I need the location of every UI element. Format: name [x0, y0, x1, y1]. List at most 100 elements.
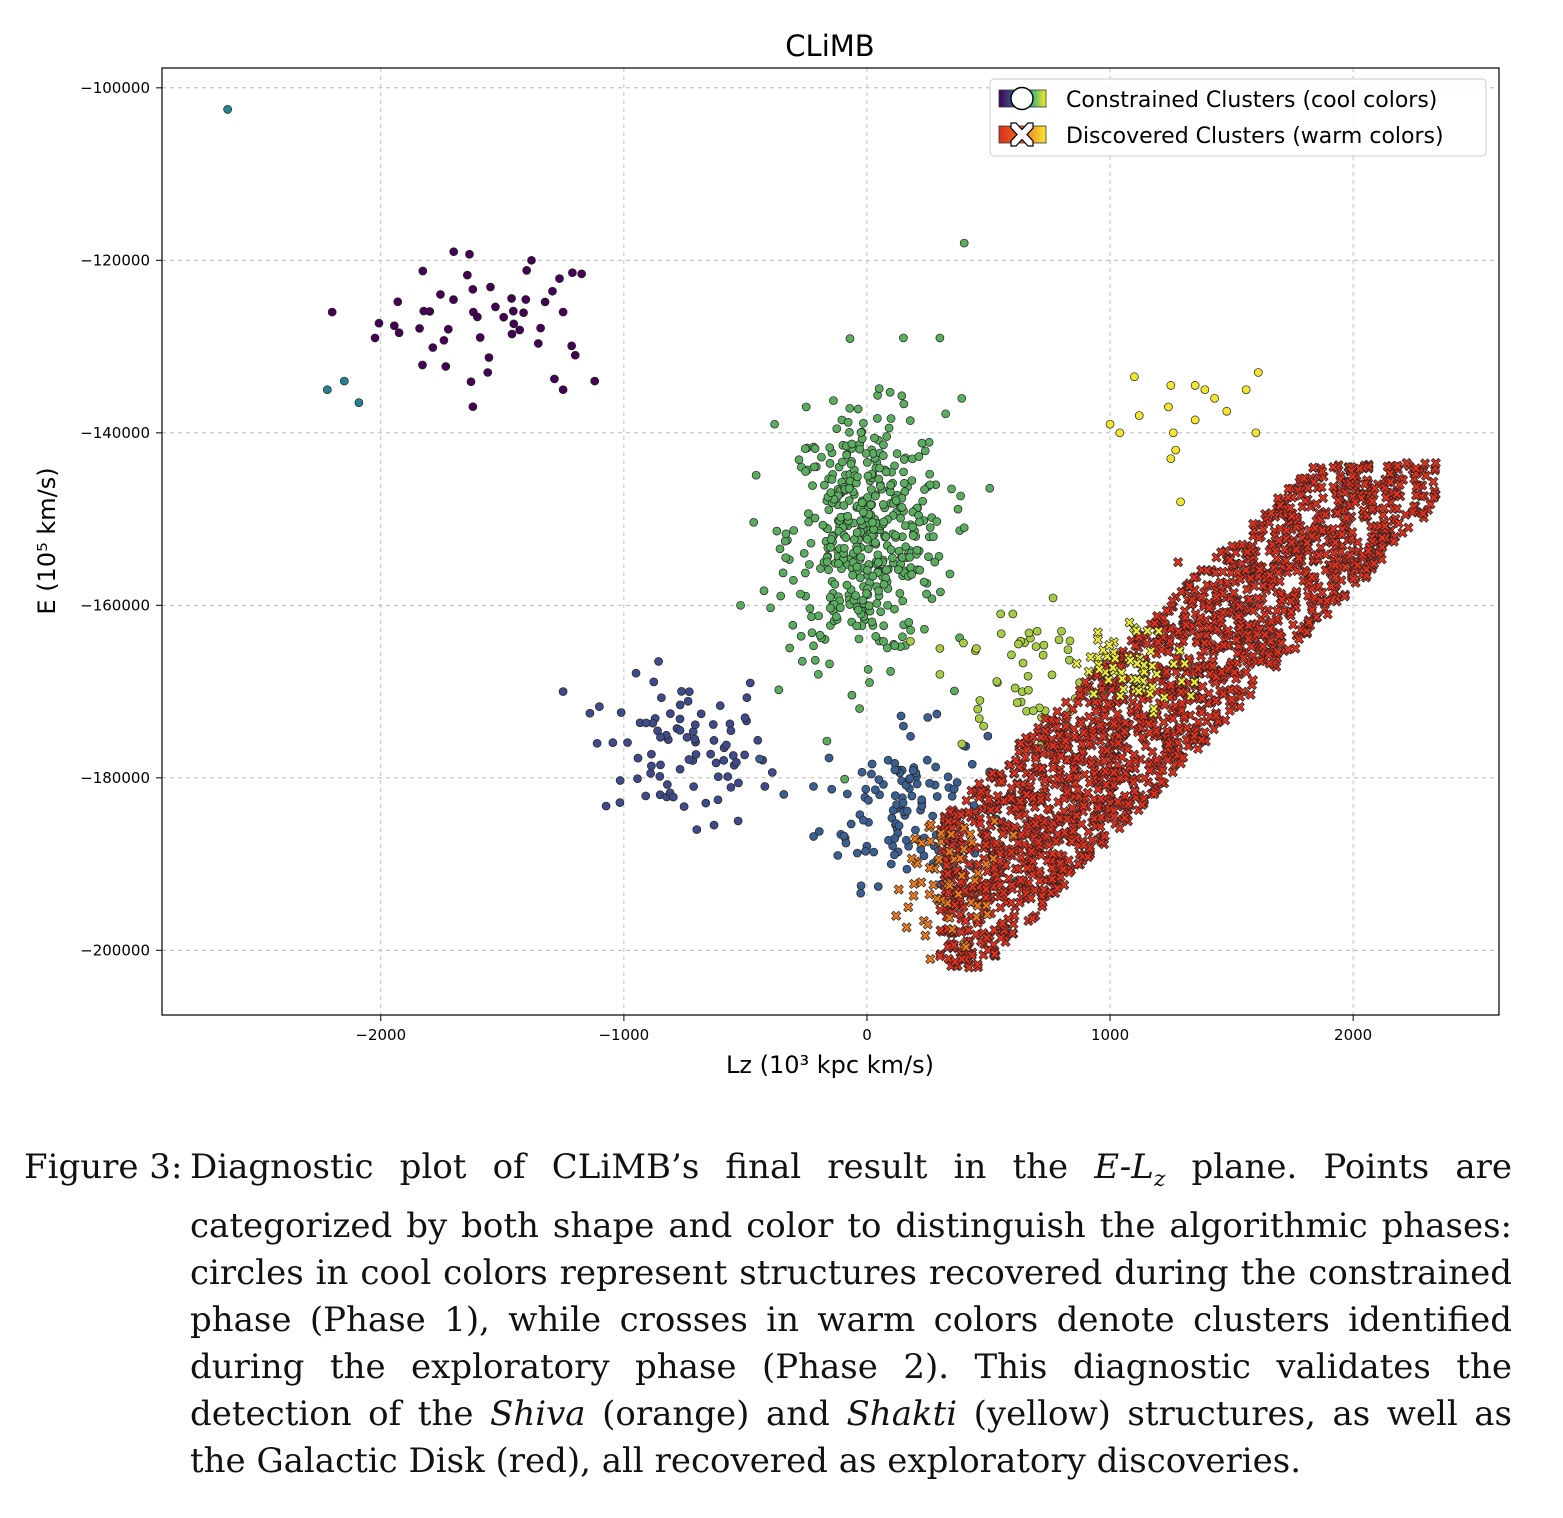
data-point-circle [843, 417, 853, 427]
data-point-circle [657, 693, 666, 703]
data-point-cross [1222, 577, 1233, 588]
data-point-circle [908, 531, 918, 540]
data-point-circle [855, 704, 864, 713]
data-point-circle [861, 846, 870, 856]
data-point-cross [943, 887, 954, 898]
data-point-circle [701, 798, 711, 808]
data-point-circle [1166, 381, 1176, 390]
data-point-circle [915, 565, 925, 575]
data-point-circle [827, 784, 837, 794]
data-point-cross [1258, 524, 1269, 535]
data-point-cross [1014, 796, 1026, 807]
data-point-cross [985, 805, 996, 816]
data-point-circle [623, 738, 632, 747]
data-point-cross [1388, 536, 1400, 547]
data-point-cross [1266, 616, 1277, 627]
data-point-cross [1064, 772, 1075, 783]
data-point-circle [832, 424, 842, 434]
data-point-circle [484, 353, 494, 362]
data-point-cross [1240, 564, 1251, 576]
data-point-circle [862, 589, 871, 598]
data-point-circle [935, 333, 945, 343]
data-point-circle [906, 625, 915, 635]
data-point-circle [668, 792, 678, 802]
data-point-circle [907, 791, 917, 801]
data-point-cross [960, 941, 972, 953]
data-point-cross [1117, 673, 1128, 684]
data-point-circle [852, 545, 862, 555]
data-point-circle [509, 319, 519, 329]
data-point-cross [1063, 855, 1074, 866]
data-point-cross [1263, 650, 1274, 661]
data-point-circle [883, 600, 892, 610]
data-point-cross [1027, 731, 1039, 742]
data-point-circle [794, 455, 804, 465]
data-point-cross [1003, 873, 1014, 884]
data-point-cross [1185, 690, 1196, 702]
data-point-cross [1047, 874, 1058, 885]
data-point-circle [751, 470, 761, 480]
data-point-cross [1118, 684, 1129, 695]
data-point-circle [1134, 411, 1144, 420]
data-point-circle [801, 467, 810, 476]
data-point-cross [1156, 777, 1167, 788]
data-point-cross [1241, 584, 1253, 595]
data-point-circle [468, 307, 478, 317]
data-point-cross [970, 929, 982, 940]
plot-frame [161, 67, 1500, 1016]
data-point-circle [959, 238, 969, 248]
data-point-circle [869, 847, 879, 857]
data-point-circle [1115, 428, 1125, 438]
data-point-cross [1115, 690, 1126, 702]
data-point-circle [846, 819, 856, 829]
data-point-cross [1243, 633, 1254, 645]
data-point-circle [874, 775, 884, 784]
data-point-circle [870, 433, 879, 443]
data-point-circle [874, 474, 884, 484]
data-point-circle [807, 628, 817, 638]
data-point-cross [1377, 532, 1388, 543]
data-point-circle [633, 753, 643, 763]
data-point-circle [577, 269, 586, 279]
data-point-cross [1052, 883, 1063, 894]
data-point-circle [899, 721, 908, 731]
data-point-circle [1065, 636, 1075, 646]
data-point-cross [1254, 564, 1265, 575]
data-point-cross [1137, 732, 1148, 743]
data-point-circle [919, 851, 929, 861]
data-point-cross [943, 941, 954, 953]
data-point-cross [1259, 629, 1271, 640]
data-point-cross [1149, 618, 1160, 629]
data-point-circle [818, 520, 828, 530]
data-point-circle [468, 284, 478, 294]
data-point-circle [907, 570, 916, 579]
data-point-circle [835, 603, 845, 613]
data-point-circle [631, 668, 641, 678]
data-point-circle [826, 542, 835, 552]
data-point-circle [866, 500, 876, 510]
data-point-cross [1313, 549, 1325, 561]
data-point-circle [675, 764, 685, 774]
y-axis-ticks: −100000 −120000 −140000 −160000 −180000 −2000… [80, 79, 162, 959]
data-point-cross [1059, 827, 1070, 838]
data-point-circle [809, 832, 818, 841]
data-point-cross [1084, 738, 1095, 749]
data-point-cross [1184, 581, 1195, 592]
data-point-cross [1258, 580, 1269, 592]
data-point-circle [829, 396, 838, 405]
data-point-circle [854, 634, 864, 644]
data-point-circle [690, 720, 700, 730]
data-point-cross [1306, 571, 1317, 583]
data-point-circle [861, 784, 871, 794]
data-point-cross [1060, 697, 1072, 708]
data-point-circle [851, 591, 860, 600]
data-point-circle [449, 247, 459, 257]
data-point-circle [1190, 381, 1200, 390]
legend-box [989, 78, 1487, 157]
data-point-circle [950, 686, 959, 696]
data-point-circle [830, 579, 840, 589]
data-point-circle [925, 469, 935, 479]
data-point-cross [1164, 636, 1175, 647]
legend-constrained-icon [998, 86, 1047, 111]
x-axis-label: Lz (10³ kpc km/s) [726, 1051, 934, 1079]
